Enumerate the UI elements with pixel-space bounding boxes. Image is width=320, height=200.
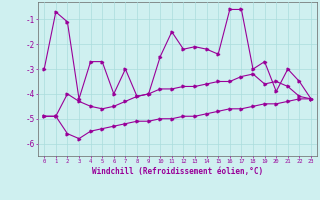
X-axis label: Windchill (Refroidissement éolien,°C): Windchill (Refroidissement éolien,°C) [92, 167, 263, 176]
